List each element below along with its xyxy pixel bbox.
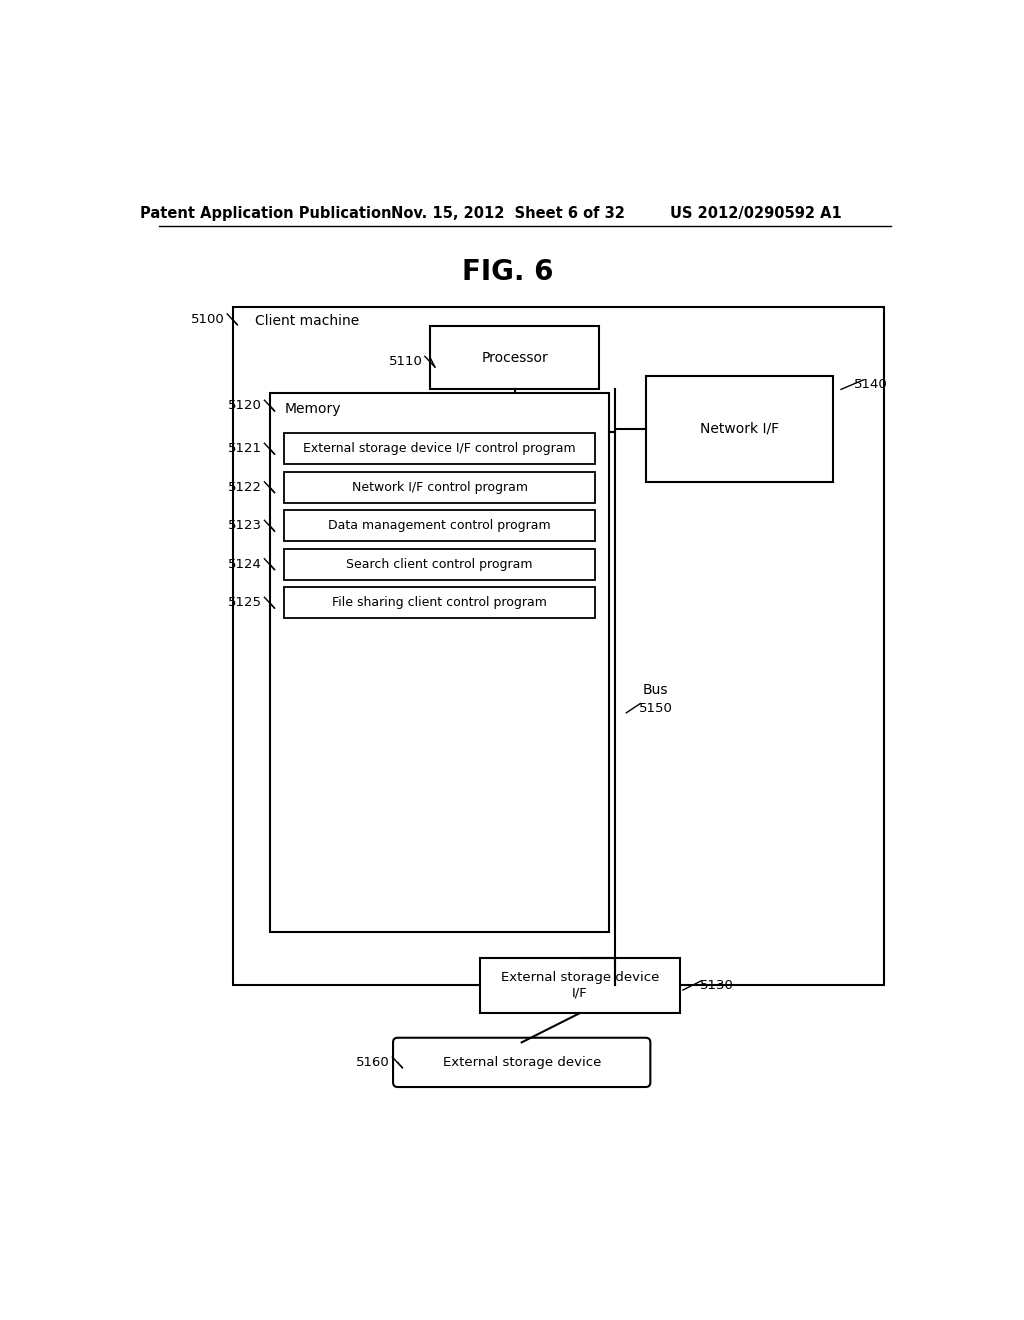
Text: Client machine: Client machine [255,314,359,327]
Text: Memory: Memory [285,401,341,416]
Text: 5160: 5160 [356,1056,390,1069]
Text: 5125: 5125 [228,597,262,610]
Text: Processor: Processor [481,351,548,364]
Text: US 2012/0290592 A1: US 2012/0290592 A1 [670,206,842,222]
Bar [646,376,834,482]
Text: 5130: 5130 [700,979,734,991]
Bar [284,433,595,465]
Text: 5100: 5100 [191,313,225,326]
Bar [284,511,595,541]
Bar [270,393,609,932]
FancyBboxPatch shape [393,1038,650,1088]
Text: FIG. 6: FIG. 6 [462,259,554,286]
Bar [430,326,599,389]
Text: 5110: 5110 [389,355,423,368]
Text: Patent Application Publication: Patent Application Publication [140,206,392,222]
Text: External storage device: External storage device [442,1056,601,1069]
Bar [480,958,680,1014]
Bar [284,587,595,618]
Text: 5122: 5122 [228,480,262,494]
Bar [284,471,595,503]
Text: 5124: 5124 [228,557,262,570]
Text: 5121: 5121 [228,442,262,455]
Text: Data management control program: Data management control program [329,519,551,532]
Bar [284,549,595,579]
Text: 5123: 5123 [228,519,262,532]
Text: File sharing client control program: File sharing client control program [332,597,547,610]
Text: Network I/F control program: Network I/F control program [351,480,527,494]
Bar [232,308,884,985]
Text: Search client control program: Search client control program [346,557,532,570]
Text: 5150: 5150 [639,702,673,714]
Text: 5120: 5120 [228,399,262,412]
Text: Network I/F: Network I/F [700,421,779,436]
Text: External storage device
I/F: External storage device I/F [501,972,659,999]
Text: Nov. 15, 2012  Sheet 6 of 32: Nov. 15, 2012 Sheet 6 of 32 [391,206,625,222]
Text: External storage device I/F control program: External storage device I/F control prog… [303,442,575,455]
Text: 5140: 5140 [854,379,888,391]
Text: Bus: Bus [643,682,669,697]
